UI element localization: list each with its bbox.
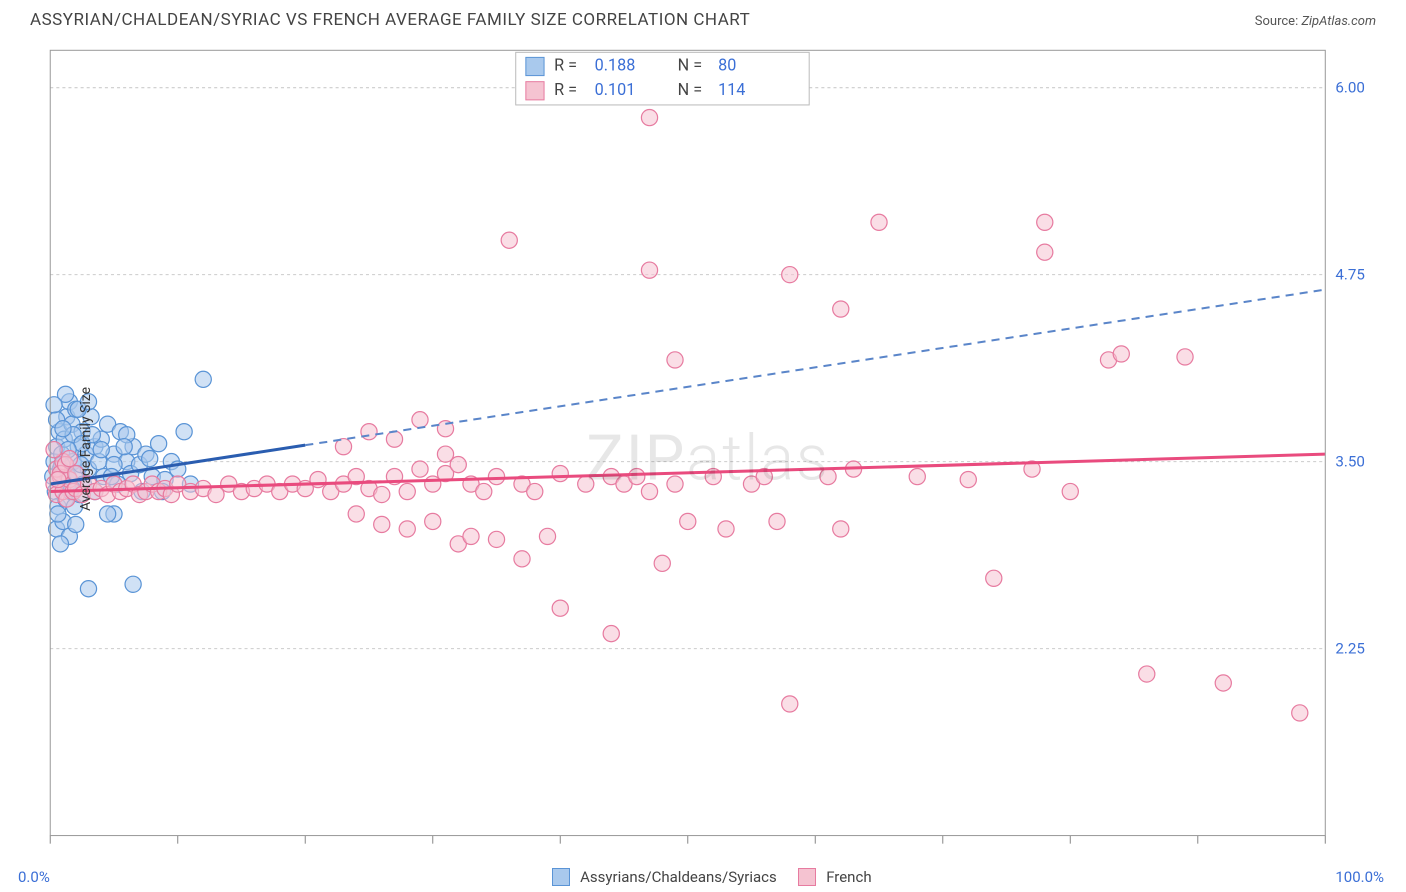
source-value: ZipAtlas.com bbox=[1301, 14, 1376, 29]
svg-text:N =: N = bbox=[678, 80, 702, 99]
chart-title: ASSYRIAN/CHALDEAN/SYRIAC VS FRENCH AVERA… bbox=[30, 10, 750, 30]
svg-text:0.188: 0.188 bbox=[595, 56, 636, 75]
y-axis-tick-labels: 2.25 3.50 4.75 6.00 bbox=[1335, 79, 1365, 658]
legend-label-series-b: French bbox=[826, 868, 871, 886]
svg-text:6.00: 6.00 bbox=[1335, 79, 1365, 97]
scatter-chart: ZIPatlas R = 0.188 N = 80 R = 0.101 N = 114… bbox=[30, 42, 1386, 856]
svg-text:4.75: 4.75 bbox=[1335, 266, 1365, 284]
svg-text:R =: R = bbox=[554, 80, 577, 99]
y-axis-label: Average Family Size bbox=[78, 387, 94, 511]
svg-text:0.101: 0.101 bbox=[595, 80, 636, 99]
svg-text:N =: N = bbox=[678, 56, 702, 75]
legend-top: R = 0.188 N = 80 R = 0.101 N = 114 bbox=[516, 52, 809, 105]
watermark-text: ZIPatlas bbox=[586, 422, 830, 495]
chart-container: Average Family Size ZIPatlas R = 0.188 N … bbox=[30, 42, 1386, 856]
source-label: Source: bbox=[1255, 14, 1298, 29]
svg-text:114: 114 bbox=[718, 80, 745, 99]
x-axis-ticks bbox=[50, 836, 1325, 844]
svg-text:3.50: 3.50 bbox=[1335, 453, 1365, 471]
x-axis-min-label: 0.0% bbox=[18, 868, 50, 886]
legend-label-series-a: Assyrians/Chaldeans/Syriacs bbox=[580, 868, 777, 886]
svg-text:80: 80 bbox=[718, 56, 736, 75]
legend-swatch-series-b bbox=[798, 868, 816, 886]
svg-text:2.25: 2.25 bbox=[1335, 640, 1365, 658]
header-row: ASSYRIAN/CHALDEAN/SYRIAC VS FRENCH AVERA… bbox=[0, 0, 1406, 36]
source-attribution: Source: ZipAtlas.com bbox=[1255, 14, 1376, 29]
x-axis-max-label: 100.0% bbox=[1335, 868, 1384, 886]
legend-swatch-series-a bbox=[552, 868, 570, 886]
svg-text:R =: R = bbox=[554, 56, 577, 75]
legend-bottom: Assyrians/Chaldeans/Syriacs French 0.0% … bbox=[0, 868, 1406, 886]
